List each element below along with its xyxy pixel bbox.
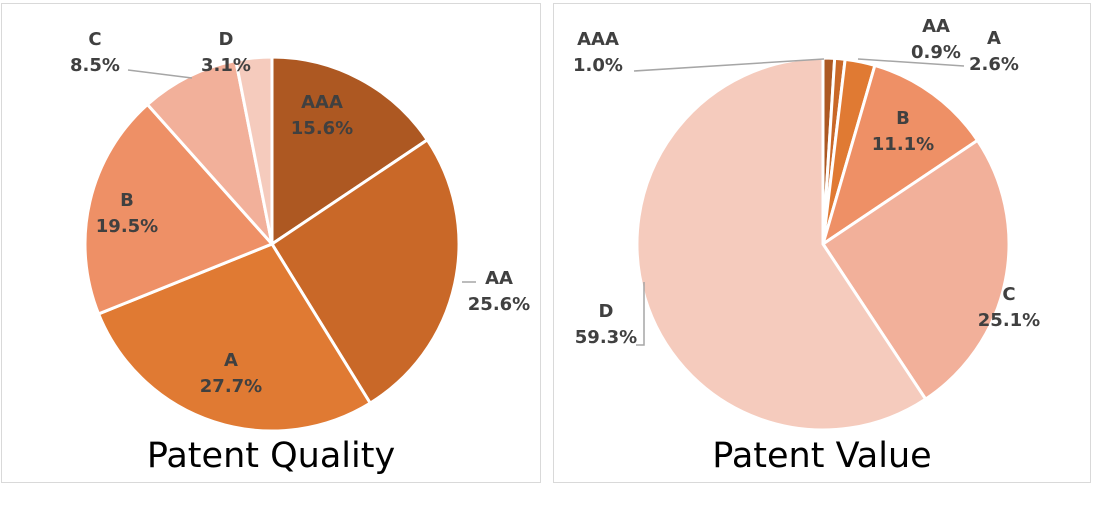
patent-value-data-label-b: B 11.1% [872,108,934,155]
patent-quality-slice-aaa [270,55,430,247]
patent-quality-slice-c [145,58,275,250]
patent-value-title: Patent Value [712,436,932,476]
patent-quality-data-label-aaa: AAA 15.6% [291,92,353,139]
patent-value-leader-line-aaa [633,58,825,72]
patent-quality-data-label-a: A 27.7% [200,350,262,397]
patent-value-slice-d [635,56,928,432]
patent-quality-panel: AAA 15.6% AA 25.6% A 27.7% B 19.5% C 8.5% D 3.1% Pa… [1,3,541,483]
patent-value-leader-line-d [636,282,645,346]
patent-quality-data-label-c: C 8.5% [70,29,120,76]
patent-quality-leader-line-c [127,69,193,79]
patent-quality-slice-b [83,102,275,316]
patent-quality-slice-d [234,55,274,245]
patent-value-data-label-aaa: AAA 1.0% [573,29,623,76]
patent-value-data-label-c: C 25.1% [978,284,1040,331]
patent-value-data-label-d: D 59.3% [575,301,637,348]
patent-quality-pie-chart: AAA 15.6% AA 25.6% A 27.7% B 19.5% C 8.5% D 3.1% [70,29,530,433]
patent-value-panel: AAA 1.0% AA 0.9% A 2.6% B 11.1% C 25.1% D 59.3% Pat… [553,3,1091,483]
patent-value-slice-c [820,138,1011,402]
patent-value-data-label-a: A 2.6% [969,28,1019,75]
patent-quality-title: Patent Quality [146,436,396,476]
patent-value-slice-b [820,63,980,248]
patent-quality-data-label-d: D 3.1% [201,29,251,76]
patent-value-pie-chart: AAA 1.0% AA 0.9%A 2.6% B 11.1% C 25.1% D 59.3% [573,16,1040,432]
patent-quality-slice-a [96,242,373,433]
patent-value-data-label-aa: AA 0.9% [911,16,961,63]
patent-quality-data-label-aa: AA 25.6% [468,268,530,315]
patent-value-leader-line-a [857,58,965,67]
patent-quality-data-label-b: B 19.5% [96,190,158,237]
patent-quality-slice-aa [269,137,461,406]
